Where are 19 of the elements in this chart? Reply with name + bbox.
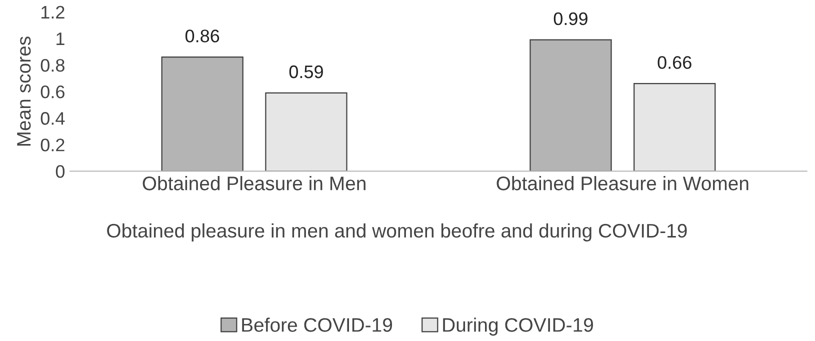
data-label: 0.86 bbox=[185, 30, 220, 42]
data-label: 0.99 bbox=[554, 12, 588, 26]
legend-label: Before COVID-19 bbox=[242, 318, 392, 332]
legend-label: During COVID-19 bbox=[443, 318, 593, 336]
y-tick-label: 0.4 bbox=[40, 112, 65, 125]
y-tick-label: 0.6 bbox=[40, 85, 64, 98]
x-axis-title: Obtained pleasure in men and women beofre and during COVID-19 bbox=[107, 223, 687, 242]
y-tick-label: 1.2 bbox=[42, 6, 64, 18]
data-label: 0.59 bbox=[289, 65, 323, 78]
bar bbox=[634, 83, 716, 172]
y-axis-title: Mean scores bbox=[17, 36, 31, 146]
data-label: 0.66 bbox=[658, 56, 692, 69]
y-tick-label: 1 bbox=[56, 32, 64, 46]
bar bbox=[265, 92, 348, 172]
y-tick-label: 0 bbox=[56, 165, 65, 178]
x-tick-label: Obtained Pleasure in Men bbox=[142, 176, 366, 190]
x-tick-label: Obtained Pleasure in Women bbox=[496, 176, 748, 190]
y-tick-label: 0.2 bbox=[40, 138, 64, 152]
y-tick-label: 0.8 bbox=[40, 58, 64, 72]
